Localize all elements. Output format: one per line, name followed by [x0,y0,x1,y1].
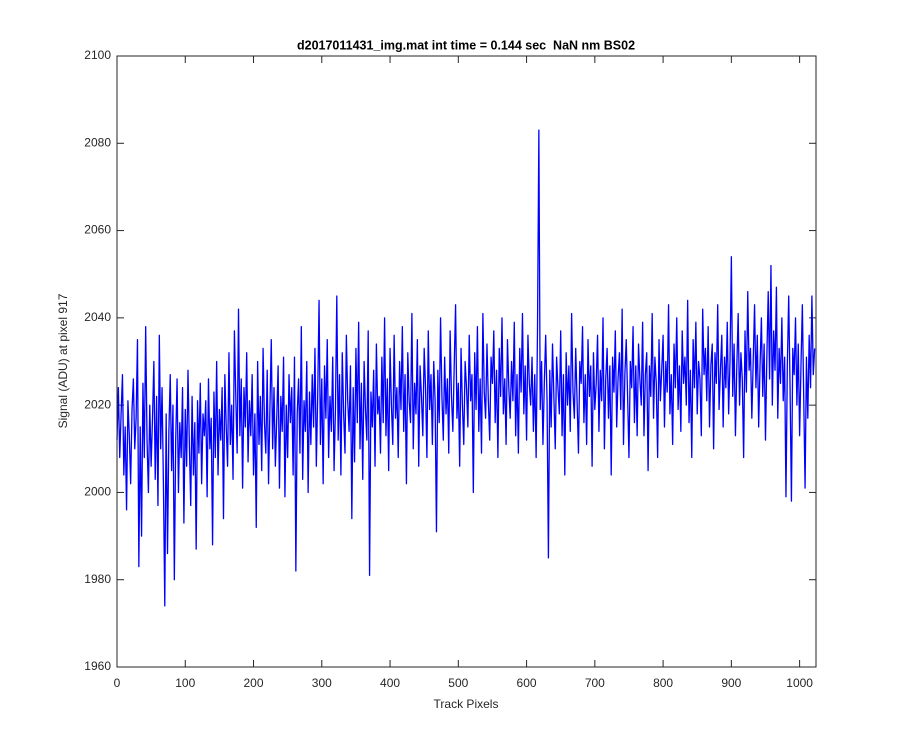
y-tick-label: 1960 [84,659,111,673]
y-tick-label: 2080 [84,135,111,149]
x-tick-label: 900 [721,676,741,690]
x-tick-label: 700 [585,676,605,690]
x-tick-label: 300 [312,676,332,690]
x-tick-label: 600 [517,676,537,690]
x-tick-label: 1000 [786,676,813,690]
chart-title: d2017011431_img.mat int time = 0.144 sec… [297,38,635,52]
y-tick-label: 2000 [84,485,111,499]
y-tick-label: 2060 [84,223,111,237]
y-tick-label: 2020 [84,397,111,411]
y-tick-label: 2100 [84,48,111,62]
x-tick-label: 400 [380,676,400,690]
y-tick-label: 1980 [84,572,111,586]
y-tick-label: 2040 [84,310,111,324]
x-tick-label: 0 [114,676,121,690]
y-axis-label: Signal (ADU) at pixel 917 [56,293,70,428]
x-tick-label: 800 [653,676,673,690]
x-tick-label: 100 [175,676,195,690]
data-line [116,129,816,607]
axes-box [116,55,817,668]
x-tick-label: 500 [448,676,468,690]
x-axis-label: Track Pixels [434,697,499,711]
x-tick-label: 200 [244,676,264,690]
